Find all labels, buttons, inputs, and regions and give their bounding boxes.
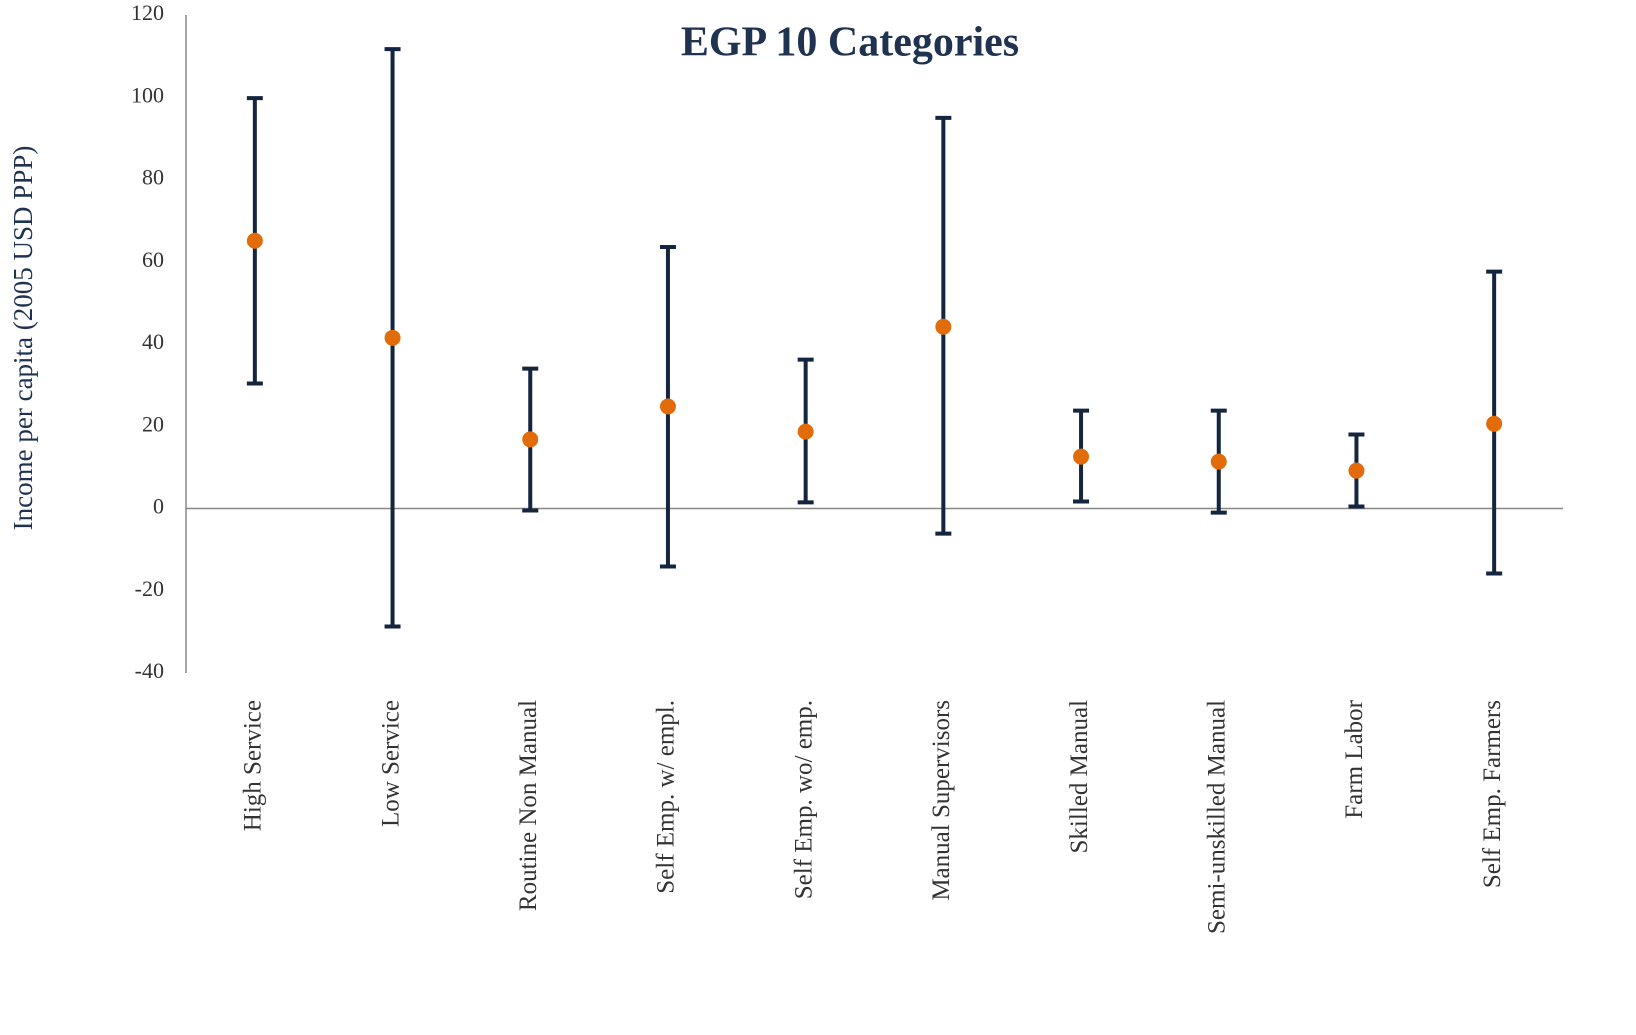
- y-tick-label: 20: [142, 411, 164, 436]
- y-axis-label: Income per capita (2005 USD PPP): [8, 146, 38, 531]
- y-tick-label: 0: [153, 494, 164, 519]
- x-tick-label: Self Emp. wo/ emp.: [790, 700, 817, 899]
- x-tick-label: Semi-unskilled Manual: [1203, 700, 1230, 934]
- x-tick-label: Skilled Manual: [1066, 700, 1093, 854]
- point: [935, 318, 952, 335]
- point: [1486, 415, 1503, 432]
- y-tick-label: 40: [142, 329, 164, 354]
- point: [659, 398, 676, 415]
- y-tick-label: -40: [135, 658, 164, 683]
- x-tick-label: Self Emp. Farmers: [1479, 700, 1506, 888]
- y-tick-label: -20: [135, 576, 164, 601]
- x-tick-label: Manual Supervisors: [928, 700, 955, 901]
- point: [1210, 453, 1227, 470]
- x-tick-label: Routine Non Manual: [515, 700, 542, 911]
- x-tick-label: Farm Labor: [1341, 699, 1368, 818]
- point: [522, 431, 539, 448]
- point: [797, 423, 814, 440]
- chart-title: EGP 10 Categories: [681, 20, 1019, 66]
- x-tick-label: Self Emp. w/ empl.: [653, 700, 680, 894]
- point: [246, 232, 263, 249]
- y-tick-label: 60: [142, 247, 164, 272]
- point: [1073, 448, 1090, 465]
- x-tick-label: High Service: [240, 700, 267, 831]
- y-tick-label: 80: [142, 165, 164, 190]
- x-tick-label: Low Service: [377, 700, 404, 827]
- y-tick-label: 120: [131, 0, 164, 25]
- y-tick-label: 100: [131, 82, 164, 107]
- point: [384, 329, 401, 346]
- point: [1348, 462, 1365, 479]
